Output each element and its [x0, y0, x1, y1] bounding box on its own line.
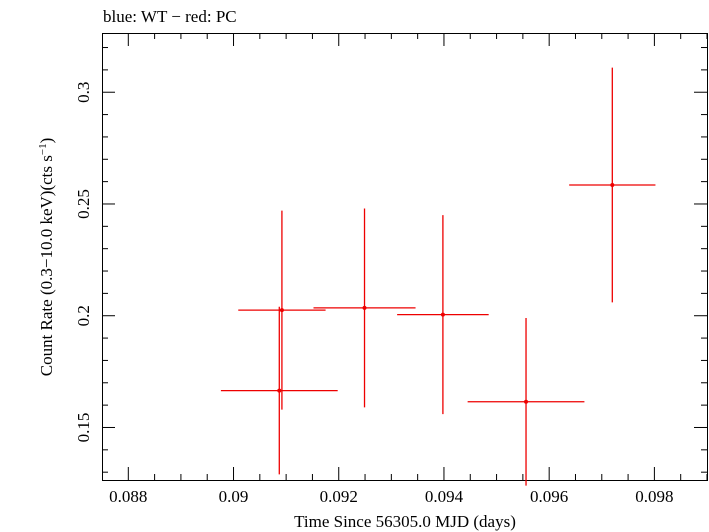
- x-tick-label: 0.09: [219, 487, 249, 506]
- point-marker: [277, 388, 282, 393]
- y-tick-label: 0.3: [74, 82, 93, 103]
- data-point: [238, 210, 326, 410]
- x-tick-label: 0.098: [635, 487, 673, 506]
- data-point: [467, 317, 585, 486]
- y-axis-label-close: ): [37, 138, 56, 144]
- point-marker: [524, 399, 529, 404]
- x-tick-label: 0.092: [320, 487, 358, 506]
- point-marker: [362, 305, 367, 310]
- y-axis-label-main: Count Rate (0.3−10.0 keV)(cts s: [37, 155, 56, 376]
- point-marker: [610, 182, 615, 187]
- y-tick-label: 0.25: [74, 189, 93, 219]
- y-axis-label: Count Rate (0.3−10.0 keV)(cts s−1): [37, 138, 56, 377]
- y-axis-label-exponent: −1: [37, 143, 49, 155]
- x-axis-label: Time Since 56305.0 MJD (days): [294, 512, 516, 531]
- y-tick-label: 0.2: [74, 305, 93, 326]
- point-marker: [440, 312, 445, 317]
- chart-title: blue: WT − red: PC: [103, 7, 237, 26]
- data-point: [313, 208, 416, 408]
- y-tick-label: 0.15: [74, 413, 93, 443]
- point-marker: [279, 308, 284, 313]
- data-points: [220, 67, 656, 486]
- x-axis-ticks: 0.088 0.09 0.092 0.094 0.096 0.098: [109, 33, 708, 506]
- x-tick-label: 0.096: [530, 487, 568, 506]
- x-tick-label: 0.094: [425, 487, 464, 506]
- plot-frame: [102, 33, 708, 481]
- y-axis-ticks: 0.15 0.2 0.25 0.3: [74, 47, 707, 473]
- x-tick-label: 0.088: [109, 487, 147, 506]
- data-point: [220, 306, 338, 475]
- data-point: [569, 67, 656, 303]
- data-point: [397, 215, 489, 415]
